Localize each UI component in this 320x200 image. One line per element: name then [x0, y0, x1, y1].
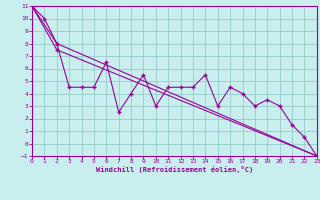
X-axis label: Windchill (Refroidissement éolien,°C): Windchill (Refroidissement éolien,°C) [96, 166, 253, 173]
